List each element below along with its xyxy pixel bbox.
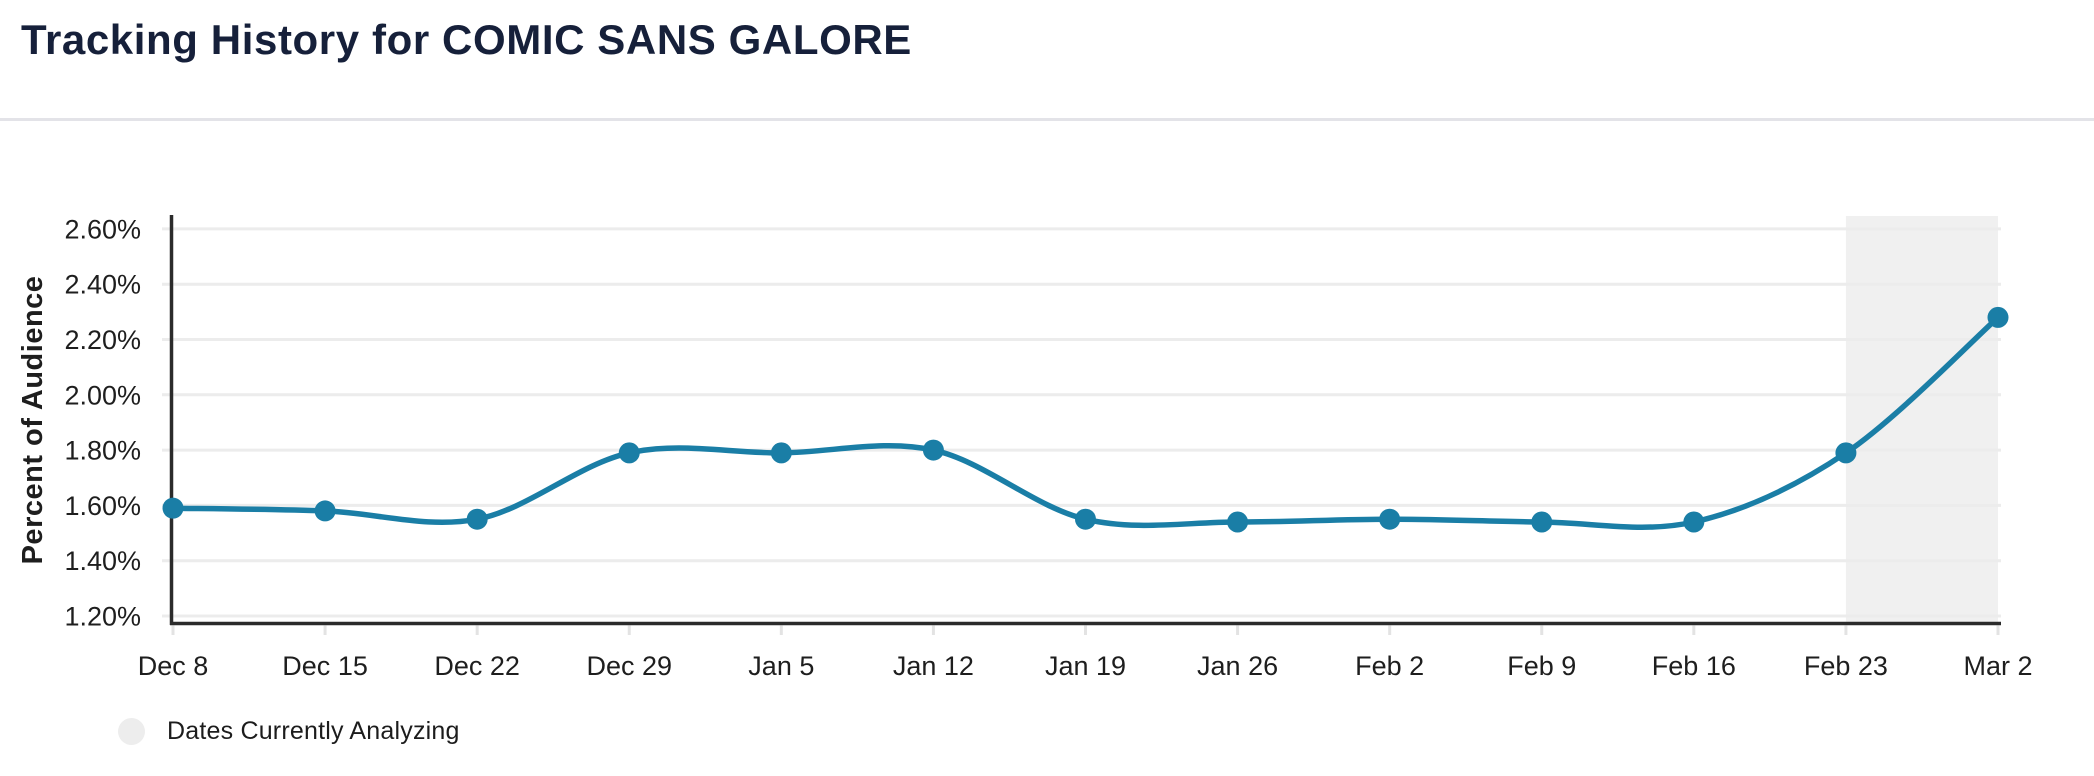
data-point[interactable] xyxy=(1683,511,1705,533)
x-tick-label: Dec 22 xyxy=(434,651,520,681)
header-divider xyxy=(0,118,2094,121)
data-point[interactable] xyxy=(466,508,488,530)
legend-swatch-circle xyxy=(118,718,145,745)
x-tick-label: Mar 2 xyxy=(1963,651,2032,681)
data-point[interactable] xyxy=(922,439,944,461)
data-point[interactable] xyxy=(1075,508,1096,530)
chart-legend: Dates Currently Analyzing xyxy=(118,717,460,746)
y-tick-label: 1.20% xyxy=(64,602,141,632)
y-tick-label: 2.40% xyxy=(64,270,141,300)
data-point[interactable] xyxy=(1227,511,1249,533)
y-tick-label: 2.20% xyxy=(64,325,141,355)
x-tick-label: Feb 23 xyxy=(1804,651,1888,681)
x-tick-label: Dec 8 xyxy=(138,651,209,681)
y-tick-label: 2.00% xyxy=(64,380,141,410)
y-axis-title: Percent of Audience xyxy=(17,276,49,565)
x-tick-label: Feb 2 xyxy=(1355,651,1424,681)
y-tick-label: 1.60% xyxy=(64,491,141,521)
data-point[interactable] xyxy=(1379,508,1401,530)
x-tick-label: Dec 15 xyxy=(282,651,368,681)
x-tick-label: Jan 26 xyxy=(1197,651,1278,681)
data-point[interactable] xyxy=(1835,442,1857,464)
data-point[interactable] xyxy=(1987,306,2009,328)
trend-line xyxy=(170,314,2001,530)
page-title: Tracking History for COMIC SANS GALORE xyxy=(21,16,912,63)
x-tick-label: Feb 9 xyxy=(1507,651,1576,681)
x-tick-label: Feb 16 xyxy=(1652,651,1736,681)
data-point[interactable] xyxy=(314,500,336,522)
tracking-history-chart: 2.60% 2.40% 2.20% 2.00% 1.80% 1.60% 1.40% 1.20%… xyxy=(0,130,2094,700)
y-tick-label: 2.60% xyxy=(64,214,141,244)
data-point[interactable] xyxy=(1531,511,1553,533)
x-tick-label: Jan 12 xyxy=(893,651,974,681)
x-tick-label: Jan 19 xyxy=(1045,651,1126,681)
data-point[interactable] xyxy=(162,497,184,519)
y-tick-label: 1.40% xyxy=(64,546,141,576)
legend-label: Dates Currently Analyzing xyxy=(167,717,460,745)
data-point[interactable] xyxy=(770,442,792,464)
x-tick-label: Dec 29 xyxy=(586,651,672,681)
line-chart-svg[interactable]: 2.60% 2.40% 2.20% 2.00% 1.80% 1.60% 1.40% 1.20%… xyxy=(0,130,2094,700)
y-tick-label: 1.80% xyxy=(64,436,141,466)
x-tick-label: Jan 5 xyxy=(748,651,814,681)
data-point[interactable] xyxy=(618,442,640,464)
